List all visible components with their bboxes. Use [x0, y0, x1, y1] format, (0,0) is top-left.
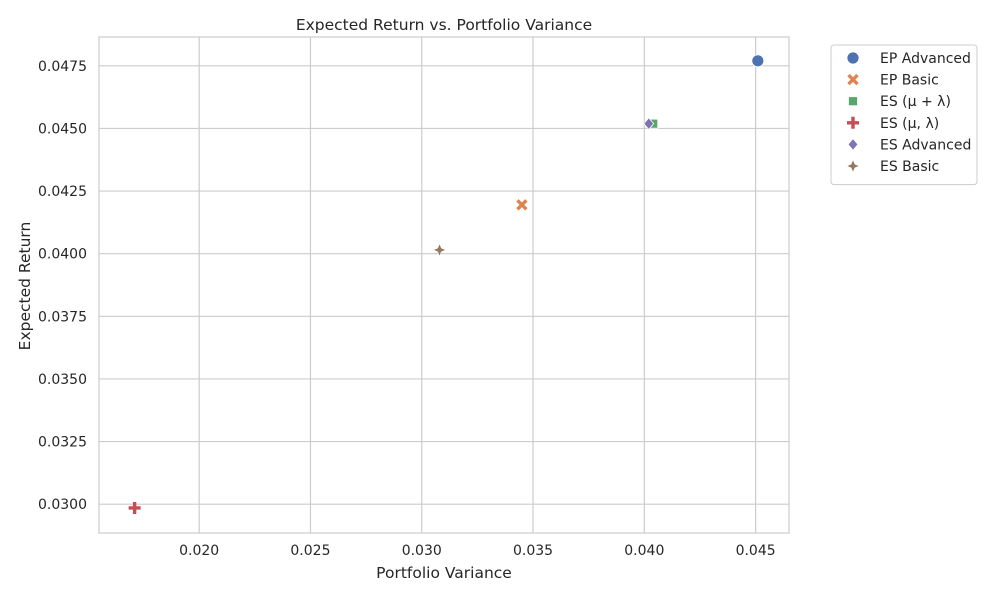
legend-label: ES Basic	[880, 159, 939, 175]
legend-marker	[846, 51, 860, 65]
x-tick-label: 0.030	[402, 543, 442, 559]
legend: EP Advanced EP Basic ES (μ + λ) ES (μ, λ) ES…	[830, 44, 978, 186]
legend-label: ES (μ, λ)	[880, 116, 939, 132]
legend-frame	[830, 44, 978, 186]
legend-label: EP Advanced	[880, 51, 971, 67]
data-point	[128, 501, 141, 514]
y-tick-label: 0.0400	[38, 247, 87, 263]
x-tick-label: 0.020	[179, 543, 219, 559]
y-tick-label: 0.0300	[38, 497, 87, 513]
data-point	[432, 243, 447, 257]
legend-marker	[848, 96, 858, 107]
data-point	[751, 54, 765, 68]
legend-label: ES (μ + λ)	[880, 94, 951, 110]
y-axis-label: Expected Return	[16, 222, 34, 351]
legend-label: ES Advanced	[880, 137, 971, 153]
data-points	[128, 54, 765, 514]
x-axis-label: Portfolio Variance	[376, 564, 512, 582]
y-tick-label: 0.0475	[38, 59, 87, 75]
legend-marker	[847, 73, 859, 86]
y-tick-label: 0.0375	[38, 309, 87, 325]
legend-marker	[846, 159, 860, 173]
x-tick-labels: 0.020 0.025 0.030 0.035 0.040 0.045	[179, 543, 776, 559]
x-tick-label: 0.040	[624, 543, 664, 559]
x-tick-label: 0.045	[736, 543, 776, 559]
data-point	[516, 199, 528, 211]
y-tick-label: 0.0350	[38, 372, 87, 388]
y-tick-label: 0.0450	[38, 121, 87, 137]
plot-border	[98, 36, 790, 534]
y-tick-label: 0.0425	[38, 184, 87, 200]
y-tick-labels: 0.0300 0.0325 0.0350 0.0375 0.0400 0.0425 0.04…	[38, 59, 87, 513]
legend-marker	[847, 116, 859, 129]
legend-marker	[847, 137, 859, 151]
plot-area	[99, 37, 789, 533]
x-tick-label: 0.025	[290, 543, 330, 559]
data-point	[643, 117, 655, 131]
x-tick-label: 0.035	[513, 543, 553, 559]
grid	[99, 37, 789, 533]
legend-label: EP Basic	[880, 73, 939, 89]
chart-title: Expected Return vs. Portfolio Variance	[296, 16, 592, 34]
y-tick-label: 0.0325	[38, 435, 87, 451]
